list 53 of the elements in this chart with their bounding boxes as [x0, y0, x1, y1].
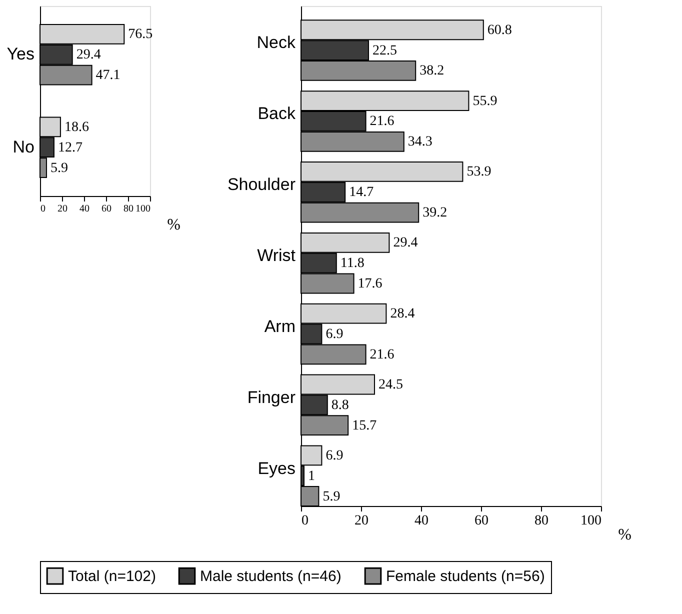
data-label: 39.2 — [422, 206, 448, 221]
data-label: 24.5 — [378, 377, 403, 392]
data-label: 29.4 — [76, 48, 101, 63]
data-label: 6.9 — [326, 326, 344, 342]
x-tick-label: 20 — [354, 514, 368, 528]
legend-label: Total (n=102) — [68, 568, 156, 586]
y-tick-label: Back — [258, 104, 296, 124]
data-label: 6.9 — [326, 448, 344, 464]
data-label: 34.3 — [408, 134, 432, 150]
x-tick-label: 40 — [414, 514, 428, 528]
data-label: 76.5 — [128, 27, 153, 42]
data-label: 22.5 — [372, 43, 397, 58]
data-label: 8.8 — [331, 398, 349, 413]
y-tick-label: No — [12, 137, 34, 156]
data-label: 5.9 — [322, 489, 340, 504]
x-tick-label: 80 — [534, 514, 548, 528]
data-label: 38.2 — [420, 64, 444, 79]
x-tick-label: 40 — [80, 204, 90, 214]
data-label: 47.1 — [96, 68, 120, 84]
data-label: 60.8 — [487, 22, 512, 38]
data-label: 5.9 — [50, 160, 68, 176]
x-tick-label: 20 — [58, 204, 68, 214]
data-label: 15.7 — [352, 418, 377, 434]
x-tick-label: 100 — [580, 514, 602, 528]
data-label: 14.7 — [349, 185, 374, 200]
x-tick-label: 0 — [40, 204, 46, 214]
y-tick-label: Shoulder — [227, 175, 296, 194]
legend-label: Male students (n=46) — [200, 568, 342, 586]
x-tick-label: 0 — [302, 514, 308, 528]
data-label: 21.6 — [370, 347, 394, 362]
data-label: 11.8 — [340, 256, 364, 272]
legend-label: Female students (n=56) — [386, 568, 545, 586]
x-tick-label: 100 — [136, 204, 150, 214]
y-tick-label: Arm — [264, 316, 296, 336]
y-tick-label: Wrist — [257, 246, 296, 265]
x-axis-title: % — [167, 216, 180, 234]
y-tick-label: Neck — [256, 33, 296, 52]
x-tick-label: 60 — [474, 514, 488, 528]
data-label: 21.6 — [370, 114, 394, 130]
data-label: 17.6 — [358, 276, 382, 292]
y-tick-label: Eyes — [258, 458, 296, 478]
y-tick-label: Yes — [6, 44, 34, 64]
data-label: 29.4 — [393, 236, 418, 251]
x-tick-label: 80 — [124, 204, 134, 214]
x-axis-title: % — [618, 526, 632, 544]
x-tick-label: 60 — [102, 204, 112, 214]
data-label: 28.4 — [390, 306, 415, 322]
data-label: 55.9 — [472, 94, 498, 109]
data-label: 1 — [308, 468, 315, 484]
data-label: 53.9 — [466, 164, 492, 180]
y-tick-label: Finger — [247, 388, 296, 407]
data-label: 12.7 — [58, 140, 82, 156]
data-label: 18.6 — [64, 120, 89, 135]
